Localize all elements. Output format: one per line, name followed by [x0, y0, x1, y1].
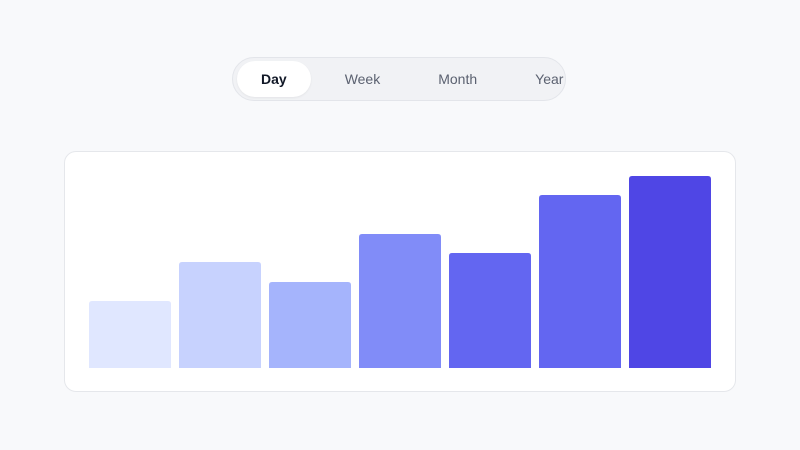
bar	[359, 234, 441, 368]
bar	[629, 176, 711, 368]
range-tab[interactable]: Month	[414, 61, 501, 97]
range-tab[interactable]: Year	[511, 61, 587, 97]
bar	[269, 282, 351, 368]
chart	[89, 176, 711, 368]
range-selector: Day Week Month Year	[232, 57, 566, 101]
range-tab[interactable]: Day	[237, 61, 311, 97]
bar	[449, 253, 531, 368]
bar	[539, 195, 621, 368]
bar	[179, 262, 261, 368]
chart-card	[64, 151, 736, 392]
range-tab[interactable]: Week	[321, 61, 405, 97]
bar	[89, 301, 171, 368]
